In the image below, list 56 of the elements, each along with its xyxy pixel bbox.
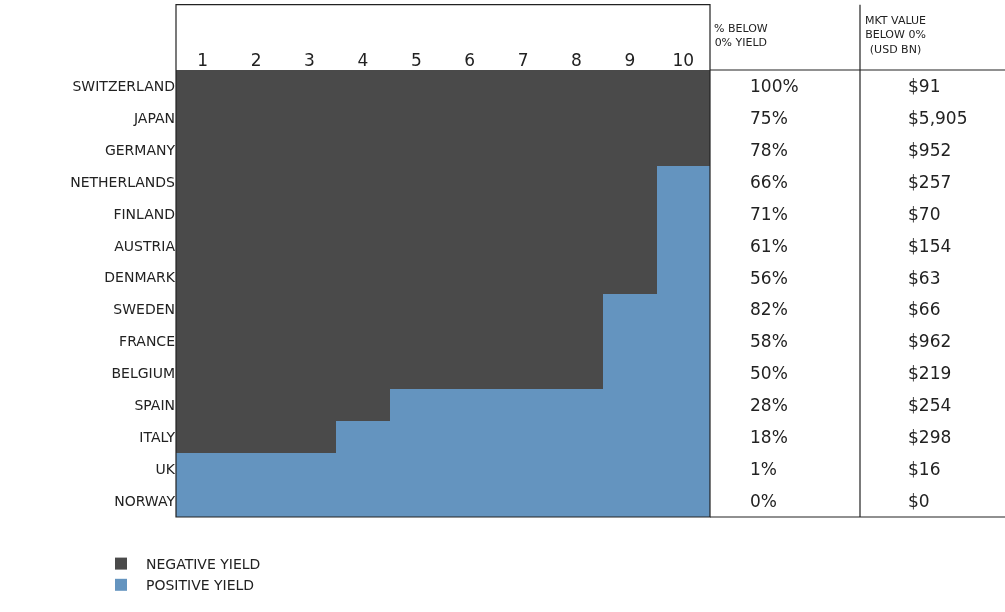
text: $257 <box>908 172 952 192</box>
y-tick-label: SPAIN <box>134 397 175 414</box>
text: 1% <box>750 459 777 479</box>
y-tick-label: SWITZERLAND <box>72 77 175 94</box>
y-tick-label: ITALY <box>139 429 176 446</box>
text: $16 <box>908 459 941 479</box>
text: $952 <box>908 140 952 160</box>
x-tick-label: 2 <box>250 49 262 70</box>
x-tick-label: 5 <box>410 49 422 70</box>
text: 75% <box>750 108 788 128</box>
x-tick-label: 8 <box>571 49 582 70</box>
x-tick-label: 7 <box>517 49 529 70</box>
y-tick-label: GERMANY <box>104 141 176 158</box>
text: 66% <box>750 172 788 192</box>
text: $962 <box>908 331 952 351</box>
y-tick-label: BELGIUM <box>111 365 175 382</box>
text: 82% <box>750 299 788 319</box>
text: $63 <box>908 268 941 288</box>
y-tick-label: UK <box>155 461 176 478</box>
y-tick-label: SWEDEN <box>113 301 175 318</box>
text: $154 <box>908 236 952 256</box>
y-tick-label: DENMARK <box>104 269 176 286</box>
text: $298 <box>908 427 952 447</box>
text: 61% <box>750 236 788 256</box>
text: $70 <box>908 204 941 224</box>
text: 18% <box>750 427 788 447</box>
y-tick-label: NETHERLANDS <box>70 173 176 190</box>
text: $219 <box>908 363 952 383</box>
text: 100% <box>750 76 799 96</box>
text: MKT VALUE BELOW 0% (USD BN) <box>865 14 927 56</box>
y-tick-label: AUSTRIA <box>114 237 176 254</box>
legend-label: POSITIVE YIELD <box>146 577 255 594</box>
text: $254 <box>908 395 952 415</box>
text: 50% <box>750 363 788 383</box>
text: $66 <box>908 299 941 319</box>
x-tick-label: 1 <box>197 49 209 70</box>
y-tick-label: FINLAND <box>113 205 175 222</box>
text: $0 <box>908 491 930 511</box>
text: $91 <box>908 76 941 96</box>
y-tick-label: JAPAN <box>132 109 175 126</box>
text: 0% <box>750 491 777 511</box>
text: 28% <box>750 395 788 415</box>
x-tick-label: 10 <box>672 49 695 70</box>
text: 71% <box>750 204 788 224</box>
y-tick-label: FRANCE <box>119 333 175 350</box>
x-tick-label: 3 <box>304 49 315 70</box>
x-tick-label: 6 <box>464 49 476 70</box>
text: 58% <box>750 331 788 351</box>
y-tick-label: NORWAY <box>114 492 176 509</box>
legend-label: NEGATIVE YIELD <box>146 556 261 573</box>
text: $5,905 <box>908 108 968 128</box>
text: 78% <box>750 140 788 160</box>
x-tick-label: 4 <box>357 49 369 70</box>
x-tick-label: 9 <box>624 49 636 70</box>
text: % BELOW 0% YIELD <box>714 22 768 50</box>
text: 56% <box>750 268 788 288</box>
